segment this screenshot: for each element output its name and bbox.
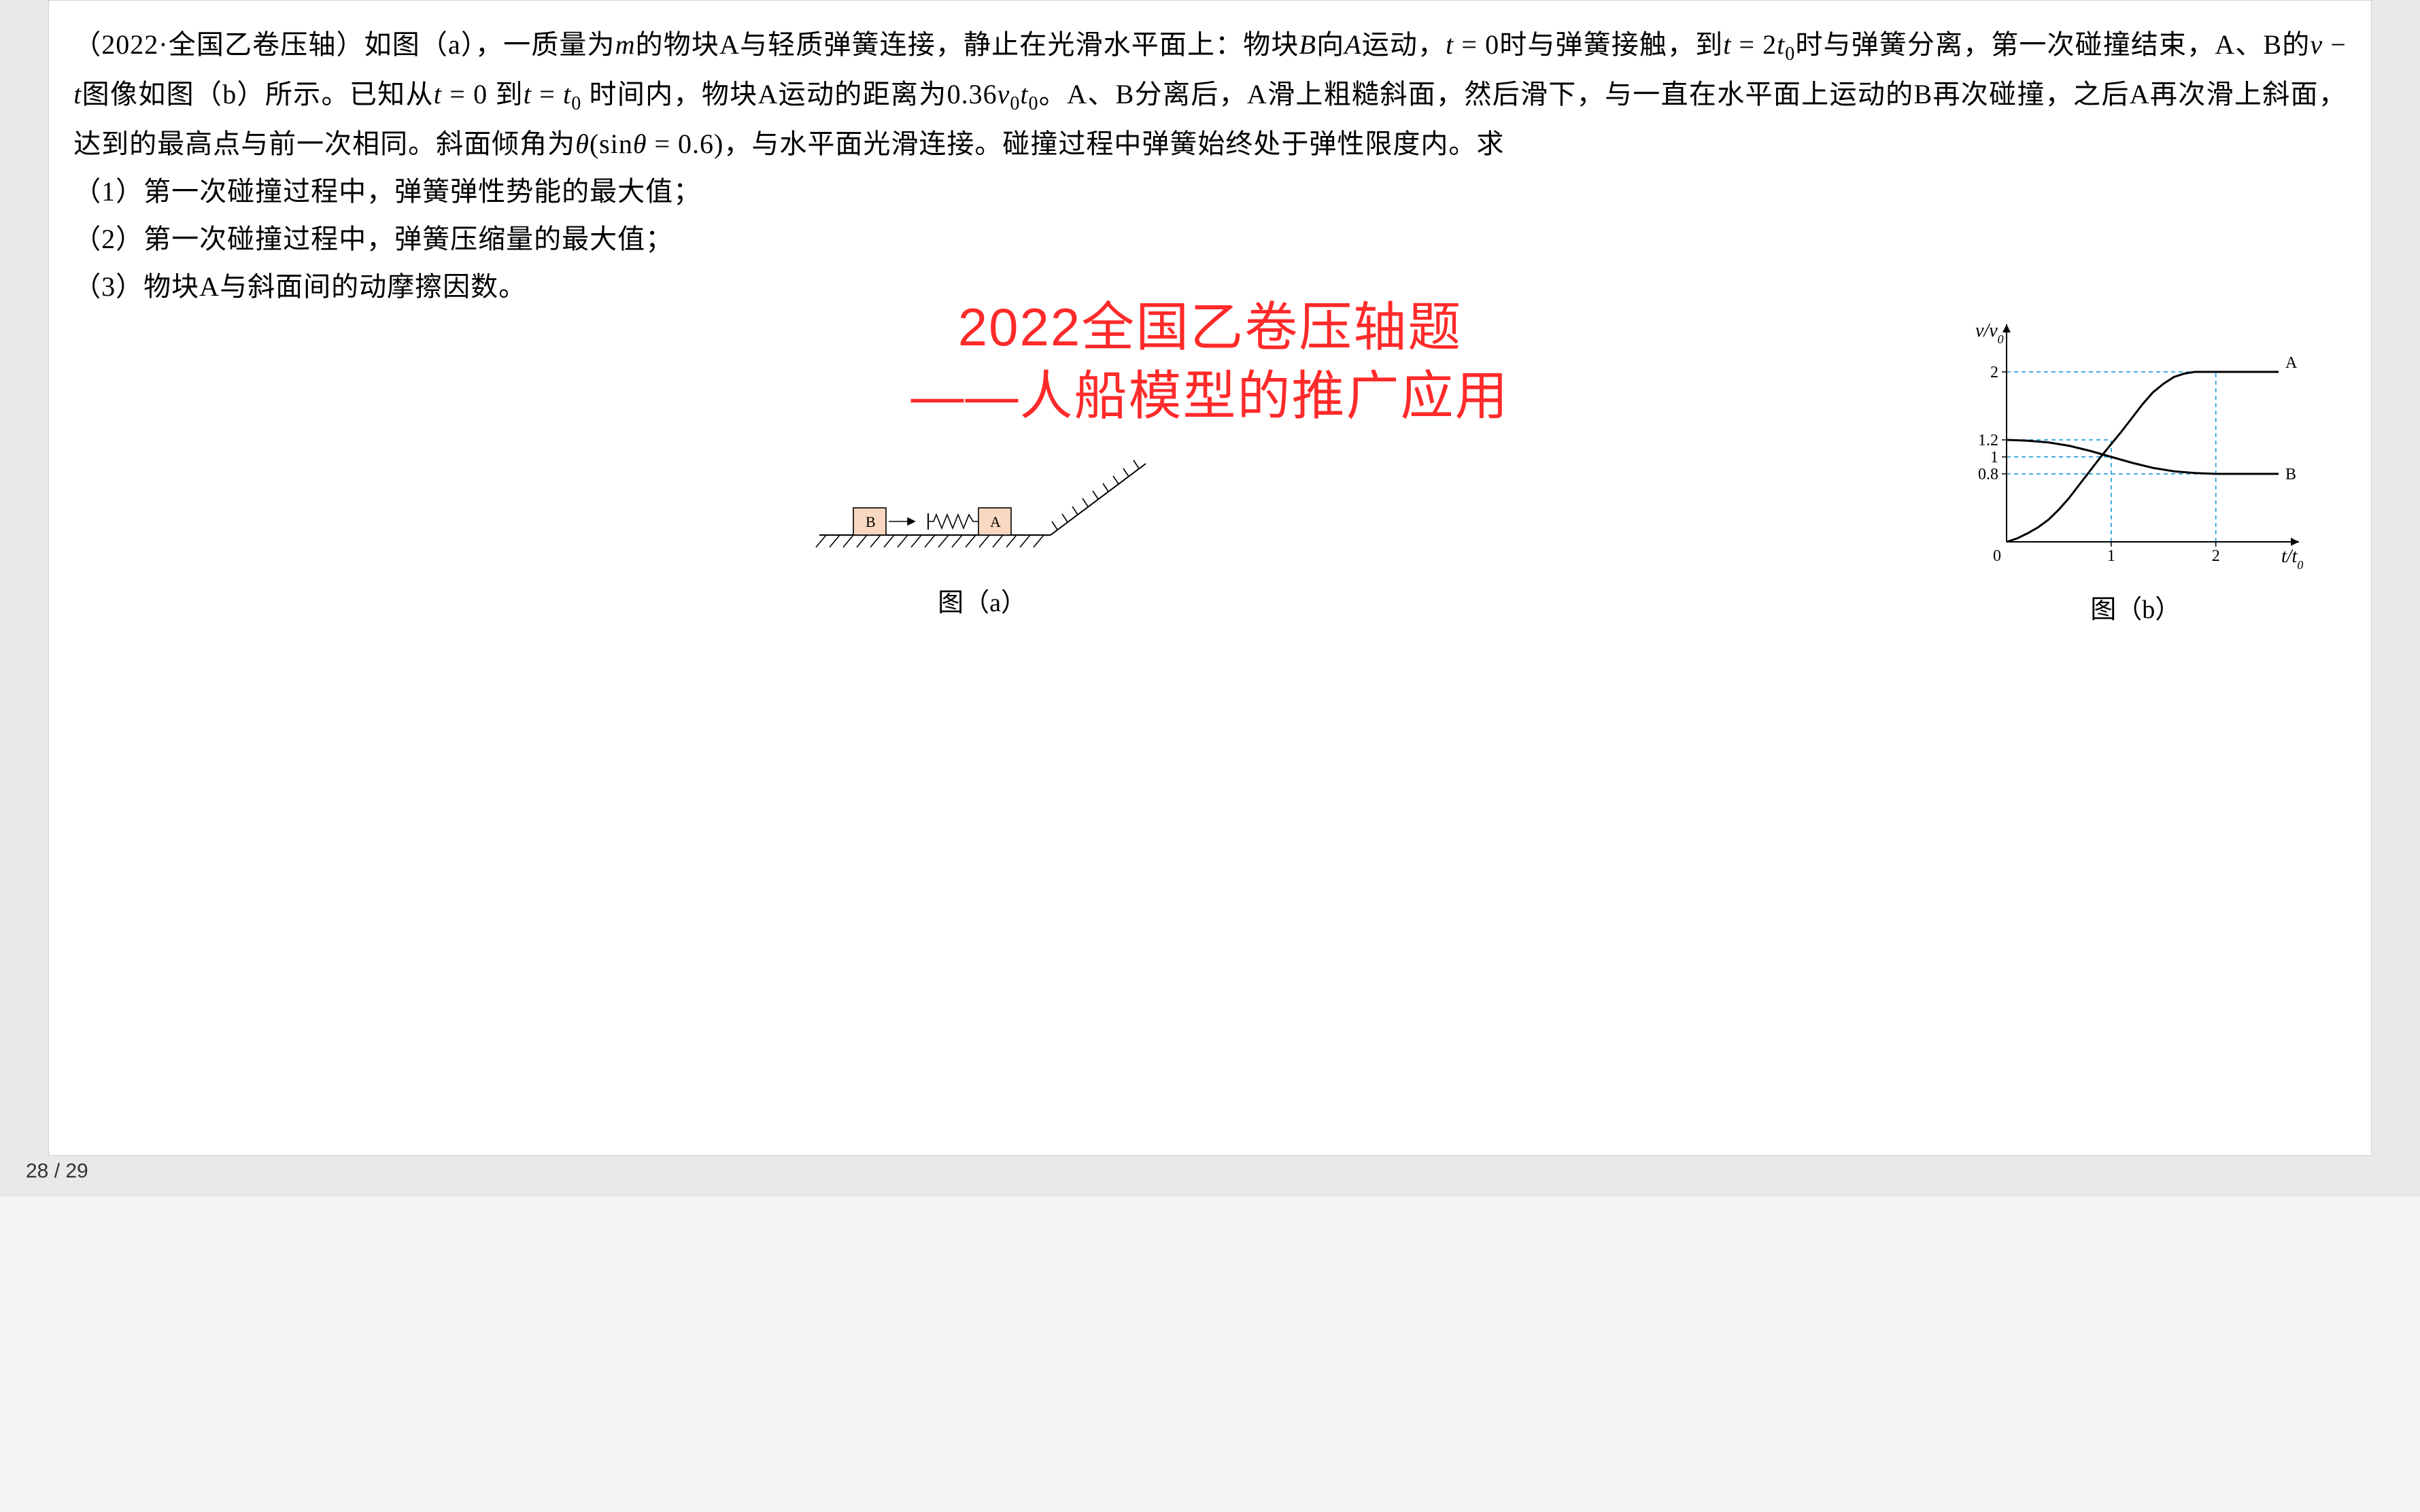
chart-y-tick-label: 1	[1990, 449, 1998, 466]
question-2: （2）第一次碰撞过程中，弹簧压缩量的最大值；	[73, 216, 2347, 263]
chart-y-axis-label: v/v0	[1975, 320, 2004, 346]
fig-a-spring	[928, 515, 978, 528]
chart-x-tick-label: 0	[1993, 547, 2001, 565]
figure-b-svg: 0120.811.22ABv/v0t/t0	[1945, 304, 2326, 576]
arrowhead-y-icon	[2003, 324, 2011, 332]
fig-a-ground-hatch	[816, 535, 1044, 547]
fig-a-block-a-label: A	[990, 513, 1001, 530]
problem-questions: （1）第一次碰撞过程中，弹簧弹性势能的最大值； （2）第一次碰撞过程中，弹簧压缩…	[73, 168, 2347, 311]
question-1: （1）第一次碰撞过程中，弹簧弹性势能的最大值；	[73, 168, 2347, 216]
chart-series-b-label: B	[2285, 466, 2296, 483]
figure-a-svg: B A	[806, 419, 1159, 569]
figure-b-container: 0120.811.22ABv/v0t/t0 图（b）	[1945, 304, 2326, 625]
page-indicator: 28 / 29	[15, 1156, 99, 1187]
fig-a-incline-hatch	[1052, 460, 1139, 530]
figures-row: B A 图（a） 0120.811.22AB	[73, 324, 2347, 625]
figure-b-caption: 图（b）	[2090, 588, 2181, 625]
problem-main-text: （2022·全国乙卷压轴）如图（a），一质量为m的物块A与轻质弹簧连接，静止在光…	[73, 21, 2347, 168]
viewport: （2022·全国乙卷压轴）如图（a），一质量为m的物块A与轻质弹簧连接，静止在光…	[0, 0, 2420, 1197]
chart-x-axis-label: t/t0	[2281, 546, 2303, 572]
chart-y-tick-label: 0.8	[1978, 466, 1998, 483]
chart-y-tick-label: 2	[1990, 364, 1998, 381]
arrowhead-x-icon	[2291, 538, 2299, 546]
chart-y-tick-label: 1.2	[1978, 432, 1998, 449]
figure-a-caption: 图（a）	[938, 581, 1027, 619]
fig-a-arrowhead	[908, 518, 915, 525]
fig-a-incline	[1051, 464, 1146, 535]
document-page: （2022·全国乙卷压轴）如图（a），一质量为m的物块A与轻质弹簧连接，静止在光…	[48, 0, 2372, 1156]
chart-series-a-label: A	[2285, 354, 2298, 372]
fig-a-block-b-label: B	[866, 513, 876, 530]
chart-x-tick-label: 1	[2107, 547, 2115, 565]
chart-x-tick-label: 2	[2212, 547, 2220, 565]
figure-a-container: B A 图（a）	[73, 419, 1891, 619]
